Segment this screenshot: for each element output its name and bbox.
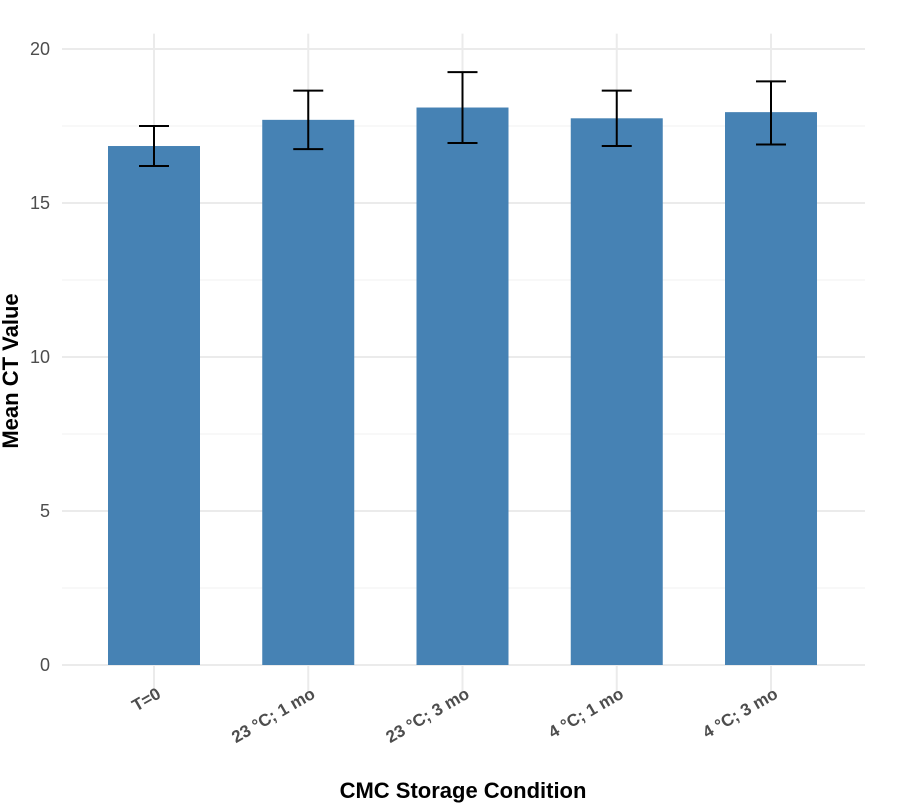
x-axis-title: CMC Storage Condition <box>340 778 587 803</box>
y-axis-title: Mean CT Value <box>0 293 23 448</box>
bar <box>108 146 200 665</box>
x-tick-label: 23 °C; 3 mo <box>383 684 473 747</box>
y-tick-label: 15 <box>30 193 50 213</box>
bars <box>108 107 817 666</box>
x-tick-label: T=0 <box>129 684 164 715</box>
bar <box>570 118 663 666</box>
bar <box>725 112 817 665</box>
y-tick-label: 5 <box>40 501 50 521</box>
y-tick-label: 20 <box>30 39 50 59</box>
x-tick-label: 4 °C; 3 mo <box>699 684 781 742</box>
x-tick-label: 23 °C; 1 mo <box>228 684 318 747</box>
x-axis-ticks: T=0 23 °C; 1 mo 23 °C; 3 mo 4 °C; 1 mo 4 °C;… <box>129 684 781 747</box>
bar <box>262 119 355 666</box>
y-axis-ticks: 0 5 10 15 20 <box>30 39 50 675</box>
y-tick-label: 0 <box>40 655 50 675</box>
x-tick-label: 4 °C; 1 mo <box>545 684 627 742</box>
y-tick-label: 10 <box>30 347 50 367</box>
error-bars <box>139 71 786 168</box>
bar <box>416 107 509 665</box>
